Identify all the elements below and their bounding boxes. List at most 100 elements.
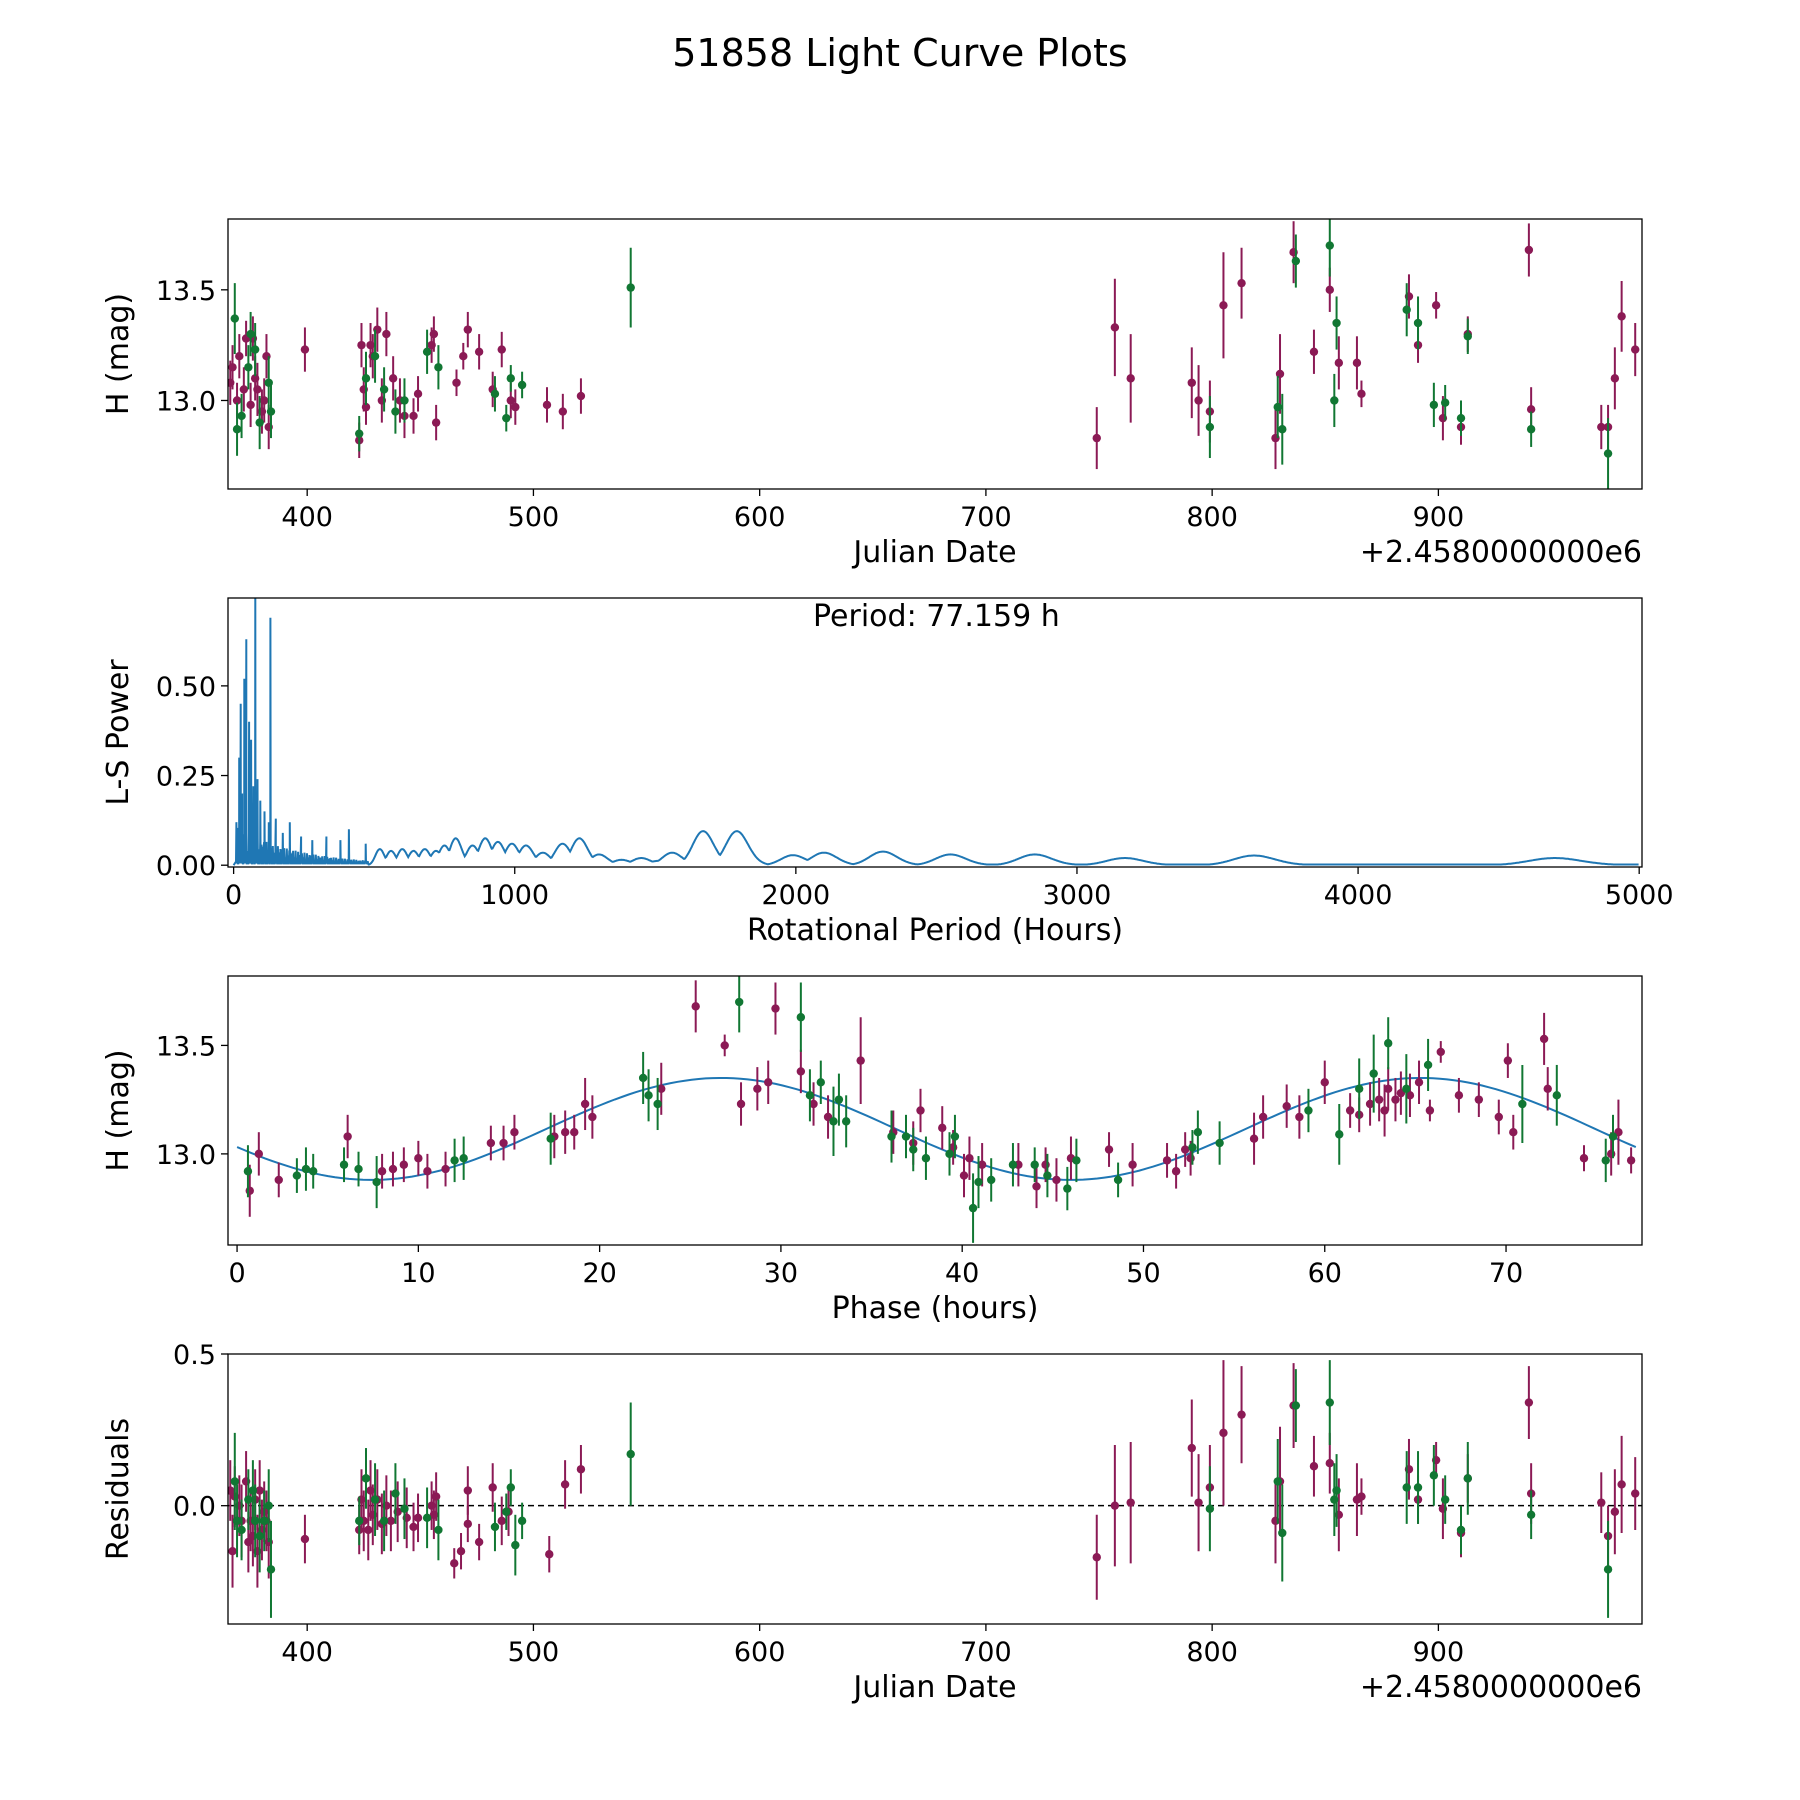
data-point — [901, 1132, 911, 1141]
data-point — [228, 1486, 235, 1495]
data-point — [1603, 449, 1613, 458]
data-point — [497, 1516, 506, 1526]
phased-plot-area — [236, 976, 1637, 1243]
data-point — [355, 1516, 364, 1526]
data-point — [372, 1177, 381, 1187]
data-point — [816, 1078, 825, 1087]
data-point — [1030, 1160, 1039, 1169]
data-point — [382, 329, 391, 339]
data-point — [490, 389, 500, 399]
data-point — [301, 1164, 311, 1174]
data-point — [1518, 1099, 1527, 1109]
data-point — [497, 345, 506, 354]
data-point — [1539, 1034, 1549, 1044]
data-point — [1249, 1134, 1259, 1143]
x-tick-label: 600 — [734, 502, 786, 533]
data-point — [1193, 1127, 1203, 1137]
data-point — [370, 352, 380, 361]
data-point — [805, 1091, 815, 1100]
data-point — [626, 283, 635, 292]
data-point — [399, 1160, 409, 1169]
periodogram-frame — [227, 597, 1643, 868]
data-point — [228, 1546, 237, 1556]
residuals-y-axis-label: Residuals — [101, 1418, 136, 1560]
x-tick-label: 70 — [1489, 1258, 1523, 1289]
data-point — [1414, 1078, 1424, 1087]
data-point — [250, 1516, 260, 1526]
data-point — [255, 418, 264, 427]
data-point — [243, 1167, 253, 1176]
data-point — [950, 1132, 960, 1141]
residuals-series-filter_a — [228, 1360, 1640, 1600]
lightcurve-offset-label: +2.4580000000e6 — [1360, 535, 1642, 570]
data-point — [720, 1041, 729, 1050]
data-point — [1237, 1410, 1246, 1419]
data-point — [1526, 1510, 1536, 1519]
data-point — [1205, 1504, 1215, 1513]
data-point — [463, 1486, 473, 1495]
data-point — [510, 1127, 519, 1137]
figure-title: 51858 Light Curve Plots — [672, 31, 1127, 75]
data-point — [1423, 1060, 1433, 1070]
data-point — [1384, 1039, 1393, 1048]
data-point — [499, 1138, 508, 1148]
data-point — [638, 1073, 648, 1083]
data-point — [1325, 1398, 1334, 1407]
data-point — [1601, 1156, 1610, 1165]
x-tick-label: 400 — [281, 1637, 333, 1668]
y-tick-label: 13.5 — [156, 1031, 216, 1062]
x-tick-label: 50 — [1126, 1258, 1160, 1289]
data-point — [1352, 358, 1362, 368]
data-point — [580, 1099, 590, 1109]
data-point — [1357, 389, 1366, 399]
data-point — [1440, 398, 1450, 407]
data-point — [429, 329, 439, 339]
x-tick-label: 600 — [734, 1637, 786, 1668]
data-point — [1295, 1112, 1304, 1122]
data-point — [657, 1084, 666, 1094]
x-tick-label: 900 — [1413, 1637, 1465, 1668]
data-point — [1429, 400, 1439, 410]
data-point — [1345, 1106, 1355, 1115]
data-point — [452, 378, 461, 387]
data-point — [1402, 1483, 1411, 1492]
data-point — [1043, 1171, 1052, 1180]
data-point — [1456, 1525, 1466, 1535]
data-point — [1494, 1112, 1503, 1122]
data-point — [1282, 1101, 1291, 1111]
data-point — [1110, 1501, 1120, 1510]
data-point — [300, 345, 310, 354]
data-point — [965, 1154, 974, 1163]
data-point — [379, 1516, 389, 1526]
data-point — [1384, 1084, 1393, 1094]
data-point — [441, 1164, 450, 1174]
data-point — [502, 1507, 511, 1516]
x-tick-label: 500 — [508, 502, 560, 533]
data-point — [266, 1565, 276, 1574]
data-point — [409, 1522, 418, 1532]
data-point — [361, 402, 371, 412]
x-tick-label: 500 — [508, 1637, 560, 1668]
data-point — [235, 352, 244, 361]
data-point — [959, 1171, 969, 1180]
x-tick-label: 800 — [1186, 502, 1238, 533]
data-point — [1429, 1471, 1439, 1480]
data-point — [409, 411, 418, 421]
data-point — [1162, 1156, 1172, 1165]
data-point — [1369, 1069, 1378, 1078]
x-tick-label: 700 — [960, 1637, 1012, 1668]
data-point — [691, 1002, 700, 1011]
data-point — [1194, 396, 1203, 405]
data-point — [232, 425, 242, 434]
data-point — [841, 1117, 851, 1126]
y-tick-label: 13.0 — [156, 386, 216, 417]
data-point — [1526, 425, 1536, 434]
data-point — [1402, 305, 1411, 314]
data-point — [764, 1078, 773, 1087]
data-point — [809, 1099, 818, 1109]
x-tick-label: 1000 — [480, 880, 549, 911]
data-point — [259, 1516, 269, 1526]
data-point — [434, 1525, 443, 1535]
data-point — [386, 1516, 396, 1526]
data-point — [887, 1132, 896, 1141]
